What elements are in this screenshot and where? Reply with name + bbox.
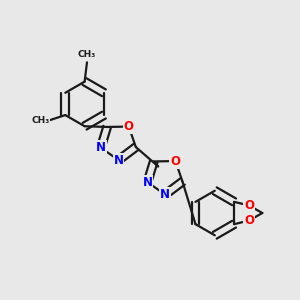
Text: CH₃: CH₃ [32,116,50,125]
Text: O: O [244,199,254,212]
Text: N: N [142,176,152,189]
Text: CH₃: CH₃ [78,50,96,59]
Text: N: N [113,154,124,166]
Text: N: N [96,141,106,154]
Text: N: N [160,188,170,201]
Text: O: O [244,214,254,227]
Text: O: O [170,154,180,168]
Text: O: O [124,120,134,133]
